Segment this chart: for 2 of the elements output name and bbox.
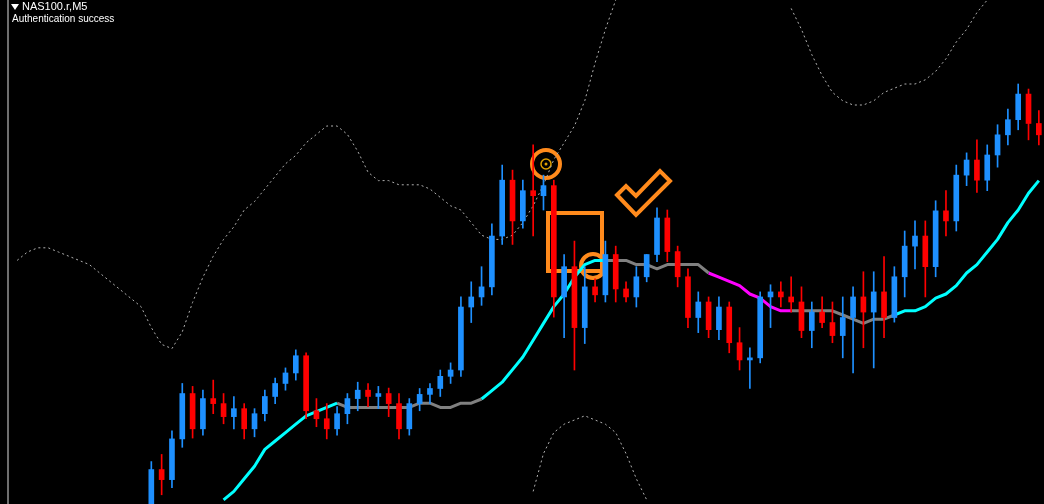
chart-title: NAS100.r,M5 xyxy=(22,0,88,12)
text: Authentication success xyxy=(12,13,115,24)
